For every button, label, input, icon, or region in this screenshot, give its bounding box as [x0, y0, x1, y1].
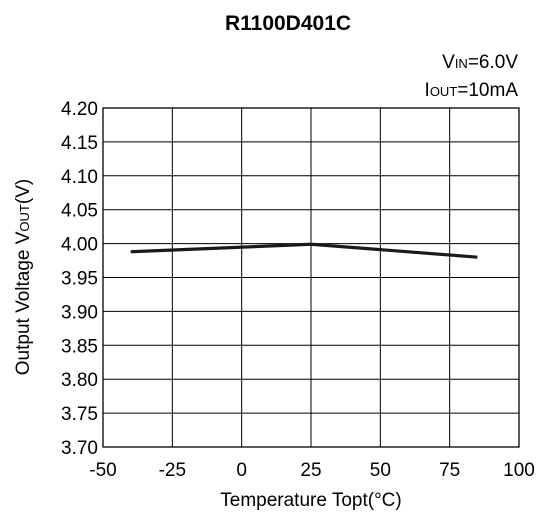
plot-area-frame	[102, 107, 520, 448]
x-tick-label: 25	[300, 460, 321, 481]
y-tick-label: 3.95	[61, 269, 98, 290]
y-tick-label: 4.00	[61, 235, 98, 256]
y-tick-label: 3.75	[61, 404, 98, 425]
grid	[102, 107, 520, 448]
y-tick-label: 3.85	[61, 336, 98, 357]
x-axis-label: Temperature Topt(°C)	[220, 490, 401, 511]
x-tick-label: 100	[503, 460, 535, 481]
x-tick-label: -50	[89, 460, 116, 481]
y-tick-label: 4.05	[61, 201, 98, 222]
x-axis-ticks: -50 -25 0 25 50 75 100	[89, 460, 535, 481]
condition-vin: VIN=6.0V	[442, 52, 518, 73]
y-tick-label: 4.10	[61, 167, 98, 188]
y-axis-label: Output Voltage VOUT(V)	[13, 179, 34, 375]
series-line	[130, 242, 478, 259]
x-tick-label: 0	[236, 460, 247, 481]
x-tick-label: -25	[159, 460, 186, 481]
x-tick-label: 50	[370, 460, 391, 481]
y-axis-ticks: 4.20 4.15 4.10 4.05 4.00 3.95 3.90 3.85 3.80 3.75…	[61, 99, 98, 459]
y-tick-label: 3.80	[61, 370, 98, 391]
y-tick-label: 4.20	[61, 99, 98, 120]
series-layer	[130, 242, 478, 259]
y-tick-label: 3.70	[61, 438, 98, 459]
chart-title: R1100D401C	[225, 12, 351, 35]
condition-iout: IOUT=10mA	[425, 80, 519, 101]
y-tick-label: 4.15	[61, 133, 98, 154]
x-tick-label: 75	[439, 460, 460, 481]
y-tick-label: 3.90	[61, 302, 98, 323]
